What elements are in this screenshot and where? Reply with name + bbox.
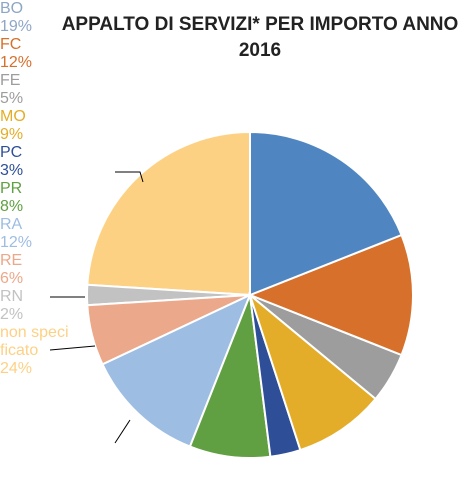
value-label: 24% bbox=[0, 360, 33, 377]
category-label: FE bbox=[0, 72, 21, 89]
category-label: RA bbox=[0, 216, 23, 233]
category-label: RE bbox=[0, 252, 23, 269]
leader-line bbox=[115, 171, 144, 183]
value-label: 3% bbox=[0, 162, 24, 179]
category-label: MO bbox=[0, 108, 26, 125]
slice-label: MO 9% bbox=[0, 108, 470, 144]
pie-slice bbox=[247, 292, 378, 452]
chart-title: APPALTO DI SERVIZI* PER IMPORTO ANNO 201… bbox=[61, 14, 459, 61]
slice-label: RA 12% bbox=[0, 216, 470, 252]
slice-label: PR 8% bbox=[0, 180, 470, 216]
category-label: PC bbox=[0, 144, 23, 161]
slice-label: FE 5% bbox=[0, 72, 470, 108]
slice-label: FC 12% bbox=[0, 36, 470, 72]
category-label: BO bbox=[0, 0, 24, 17]
slice-label: RN 2% bbox=[0, 288, 470, 324]
pie-slice bbox=[101, 293, 252, 448]
slice-label: PC 3% bbox=[0, 144, 470, 180]
value-label: 12% bbox=[0, 54, 33, 71]
slice-label: BO 19% bbox=[0, 0, 470, 36]
pie-slice bbox=[249, 130, 403, 297]
value-label: 12% bbox=[0, 234, 33, 251]
leader-line bbox=[49, 345, 96, 351]
slice-label: non specificato 24% bbox=[0, 324, 72, 378]
leader-line bbox=[114, 419, 131, 444]
value-label: 8% bbox=[0, 198, 24, 215]
value-label: 6% bbox=[0, 270, 24, 287]
category-label: RN bbox=[0, 288, 24, 305]
value-label: 19% bbox=[0, 18, 33, 35]
slice-label: RE 6% bbox=[0, 252, 470, 288]
value-label: 9% bbox=[0, 126, 24, 143]
pie-slice bbox=[247, 233, 414, 357]
category-label: non specificato bbox=[0, 324, 69, 359]
value-label: 2% bbox=[0, 306, 24, 323]
value-label: 5% bbox=[0, 90, 24, 107]
category-label: FC bbox=[0, 36, 22, 53]
category-label: PR bbox=[0, 180, 23, 197]
pie-slice bbox=[86, 130, 251, 297]
